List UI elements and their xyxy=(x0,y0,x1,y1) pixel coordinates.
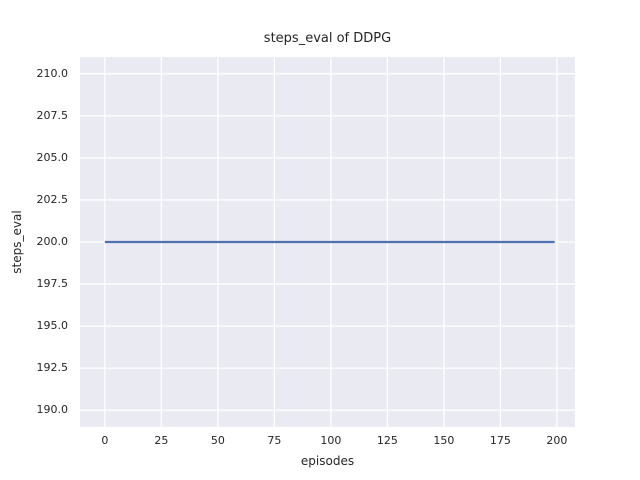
y-tick-label: 190.0 xyxy=(36,403,69,417)
x-axis-label: episodes xyxy=(300,454,355,468)
x-tick-label: 175 xyxy=(489,434,511,447)
y-tick-label: 205.0 xyxy=(36,150,69,164)
y-tick-label: 210.0 xyxy=(36,66,69,80)
y-tick-label: 197.5 xyxy=(36,277,69,291)
x-tick-label: 125 xyxy=(376,434,398,447)
plot-area xyxy=(80,57,575,427)
x-tick-label: 100 xyxy=(320,434,342,447)
y-tick-label: 192.5 xyxy=(36,361,69,375)
x-tick-label: 75 xyxy=(267,434,282,447)
y-tick-label: 207.5 xyxy=(36,108,69,122)
x-tick-label: 0 xyxy=(101,434,109,447)
plot-canvas xyxy=(80,57,575,427)
y-tick-label: 202.5 xyxy=(36,192,69,206)
x-tick-label: 200 xyxy=(546,434,568,447)
chart-title: steps_eval of DDPG xyxy=(263,31,392,46)
x-tick-label: 150 xyxy=(433,434,455,447)
y-tick-label: 195.0 xyxy=(36,319,69,333)
x-tick-label: 25 xyxy=(154,434,169,447)
x-tick-label: 50 xyxy=(210,434,225,447)
y-tick-label: 200.0 xyxy=(36,235,69,248)
